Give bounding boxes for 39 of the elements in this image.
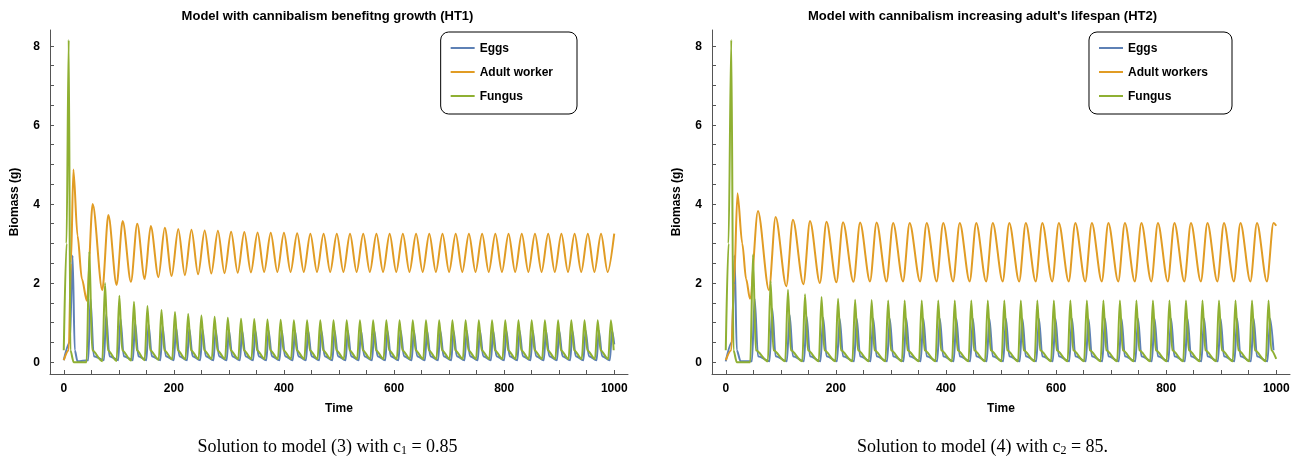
legend-label: Adult workers — [1127, 65, 1209, 79]
y-tick-label: 0 — [33, 355, 41, 370]
y-axis-title: Biomass (g) — [7, 167, 21, 237]
x-tick-label: 400 — [273, 381, 295, 395]
x-tick-label: 400 — [935, 381, 957, 395]
x-tick-label: 0 — [60, 381, 68, 395]
y-tick-label: 0 — [695, 355, 703, 370]
y-tick-label: 4 — [33, 196, 41, 211]
legend-label: Fungus — [479, 89, 524, 103]
legend-label: Eggs — [1127, 41, 1158, 55]
chart-title: Model with cannibalism increasing adult's lifespan (HT2) — [807, 8, 1158, 23]
x-tick-label: 200 — [825, 381, 847, 395]
y-tick-label: 8 — [695, 38, 703, 53]
y-axis-title: Biomass (g) — [669, 167, 683, 237]
y-tick-label: 6 — [695, 117, 703, 132]
legend-label: Adult worker — [479, 65, 554, 79]
x-tick-label: 1000 — [600, 381, 628, 395]
line-series — [62, 254, 616, 363]
chart-title: Model with cannibalism benefitng growth (HT1) — [181, 8, 474, 23]
x-tick-label: 800 — [1156, 381, 1177, 395]
x-tick-label: 600 — [1046, 381, 1067, 395]
line-series — [724, 38, 1278, 364]
line-series — [62, 38, 615, 364]
x-tick-label: 1000 — [1262, 381, 1290, 395]
y-tick-label: 2 — [695, 276, 703, 291]
x-axis-title: Time — [987, 401, 1016, 415]
legend-label: Eggs — [479, 41, 510, 55]
y-tick-label: 4 — [695, 196, 703, 211]
x-tick-label: 200 — [163, 381, 185, 395]
y-tick-label: 8 — [33, 38, 41, 53]
x-axis-title: Time — [325, 401, 354, 415]
x-tick-label: 800 — [494, 381, 515, 395]
line-series — [724, 192, 1278, 362]
legend-label: Fungus — [1127, 89, 1172, 103]
y-tick-label: 2 — [33, 276, 41, 291]
line-series — [62, 168, 616, 362]
x-tick-label: 0 — [722, 381, 730, 395]
x-tick-label: 600 — [384, 381, 405, 395]
y-tick-label: 6 — [33, 117, 41, 132]
